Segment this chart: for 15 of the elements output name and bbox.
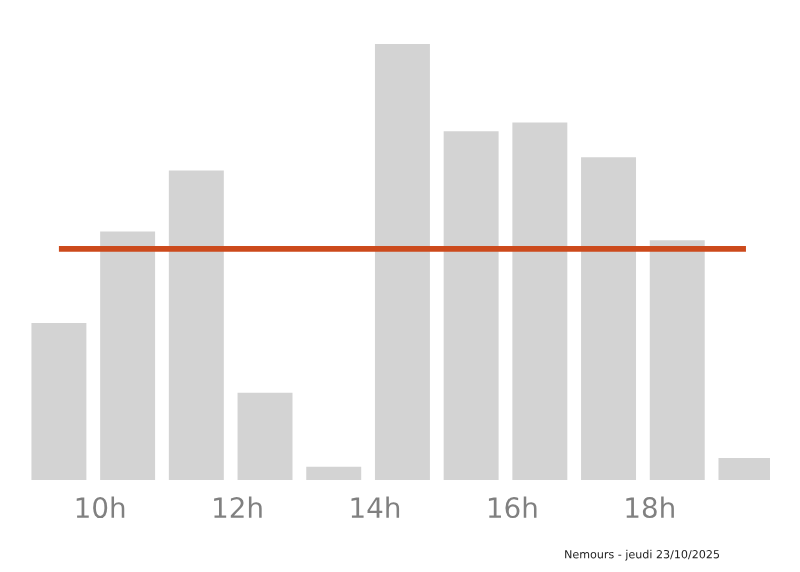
x-tick-label: 16h	[488, 496, 537, 519]
bar	[237, 392, 293, 480]
x-tick-label: 10h	[76, 496, 125, 519]
bar	[649, 240, 705, 480]
bar	[168, 170, 224, 480]
x-tick-label: 12h	[214, 496, 262, 518]
bar	[512, 122, 568, 480]
bar	[374, 44, 430, 480]
bar	[581, 157, 637, 480]
bar	[31, 323, 87, 480]
bar	[100, 231, 156, 480]
bar	[306, 466, 362, 480]
bar	[443, 131, 499, 480]
x-tick-label: 14h	[351, 496, 400, 518]
x-tick-label: 18h	[626, 496, 674, 519]
